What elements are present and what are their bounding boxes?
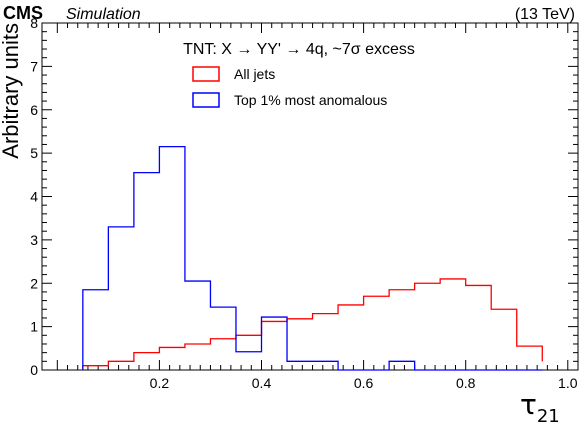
y-axis: 0 1 2 3 4 5 6 7 8 <box>30 15 578 378</box>
plot-frame <box>41 22 579 371</box>
legend-label-1: Top 1% most anomalous <box>234 92 387 108</box>
y-tick-label: 1 <box>30 319 38 335</box>
legend-swatch-0 <box>192 66 220 82</box>
simulation-label: Simulation <box>66 6 141 23</box>
legend: All jets Top 1% most anomalous <box>192 66 387 108</box>
x-tick-label: 0.6 <box>354 375 374 391</box>
y-axis-label: Arbitrary units <box>0 23 23 159</box>
y-tick-label: 3 <box>30 232 38 248</box>
cms-label: CMS <box>3 3 43 23</box>
x-axis: 0.2 0.4 0.6 0.8 1.0 <box>56 23 578 391</box>
legend-swatch-1 <box>192 92 220 108</box>
y-tick-label: 8 <box>30 15 38 31</box>
histogram-series <box>82 145 543 371</box>
y-tick-label: 4 <box>30 189 38 205</box>
y-tick-label: 5 <box>30 145 38 161</box>
x-axis-label-subscript: 21 <box>537 406 560 424</box>
legend-label-0: All jets <box>234 66 275 82</box>
x-axis-label: τ21 <box>520 388 560 424</box>
y-tick-label: 6 <box>30 102 38 118</box>
x-tick-label: 0.8 <box>456 375 476 391</box>
series-0-histogram <box>82 278 543 370</box>
y-tick-label: 2 <box>30 275 38 291</box>
legend-title: TNT: X → YY' → 4q, ~7σ excess <box>183 41 415 58</box>
series-1-histogram <box>82 145 543 371</box>
x-tick-label: 0.2 <box>150 375 170 391</box>
y-tick-label: 0 <box>30 362 38 378</box>
x-tick-label: 0.4 <box>252 375 272 391</box>
y-tick-label: 7 <box>30 58 38 74</box>
x-axis-label-symbol: τ <box>520 388 537 421</box>
x-tick-label: 1.0 <box>558 375 578 391</box>
energy-label: (13 TeV) <box>515 6 575 23</box>
